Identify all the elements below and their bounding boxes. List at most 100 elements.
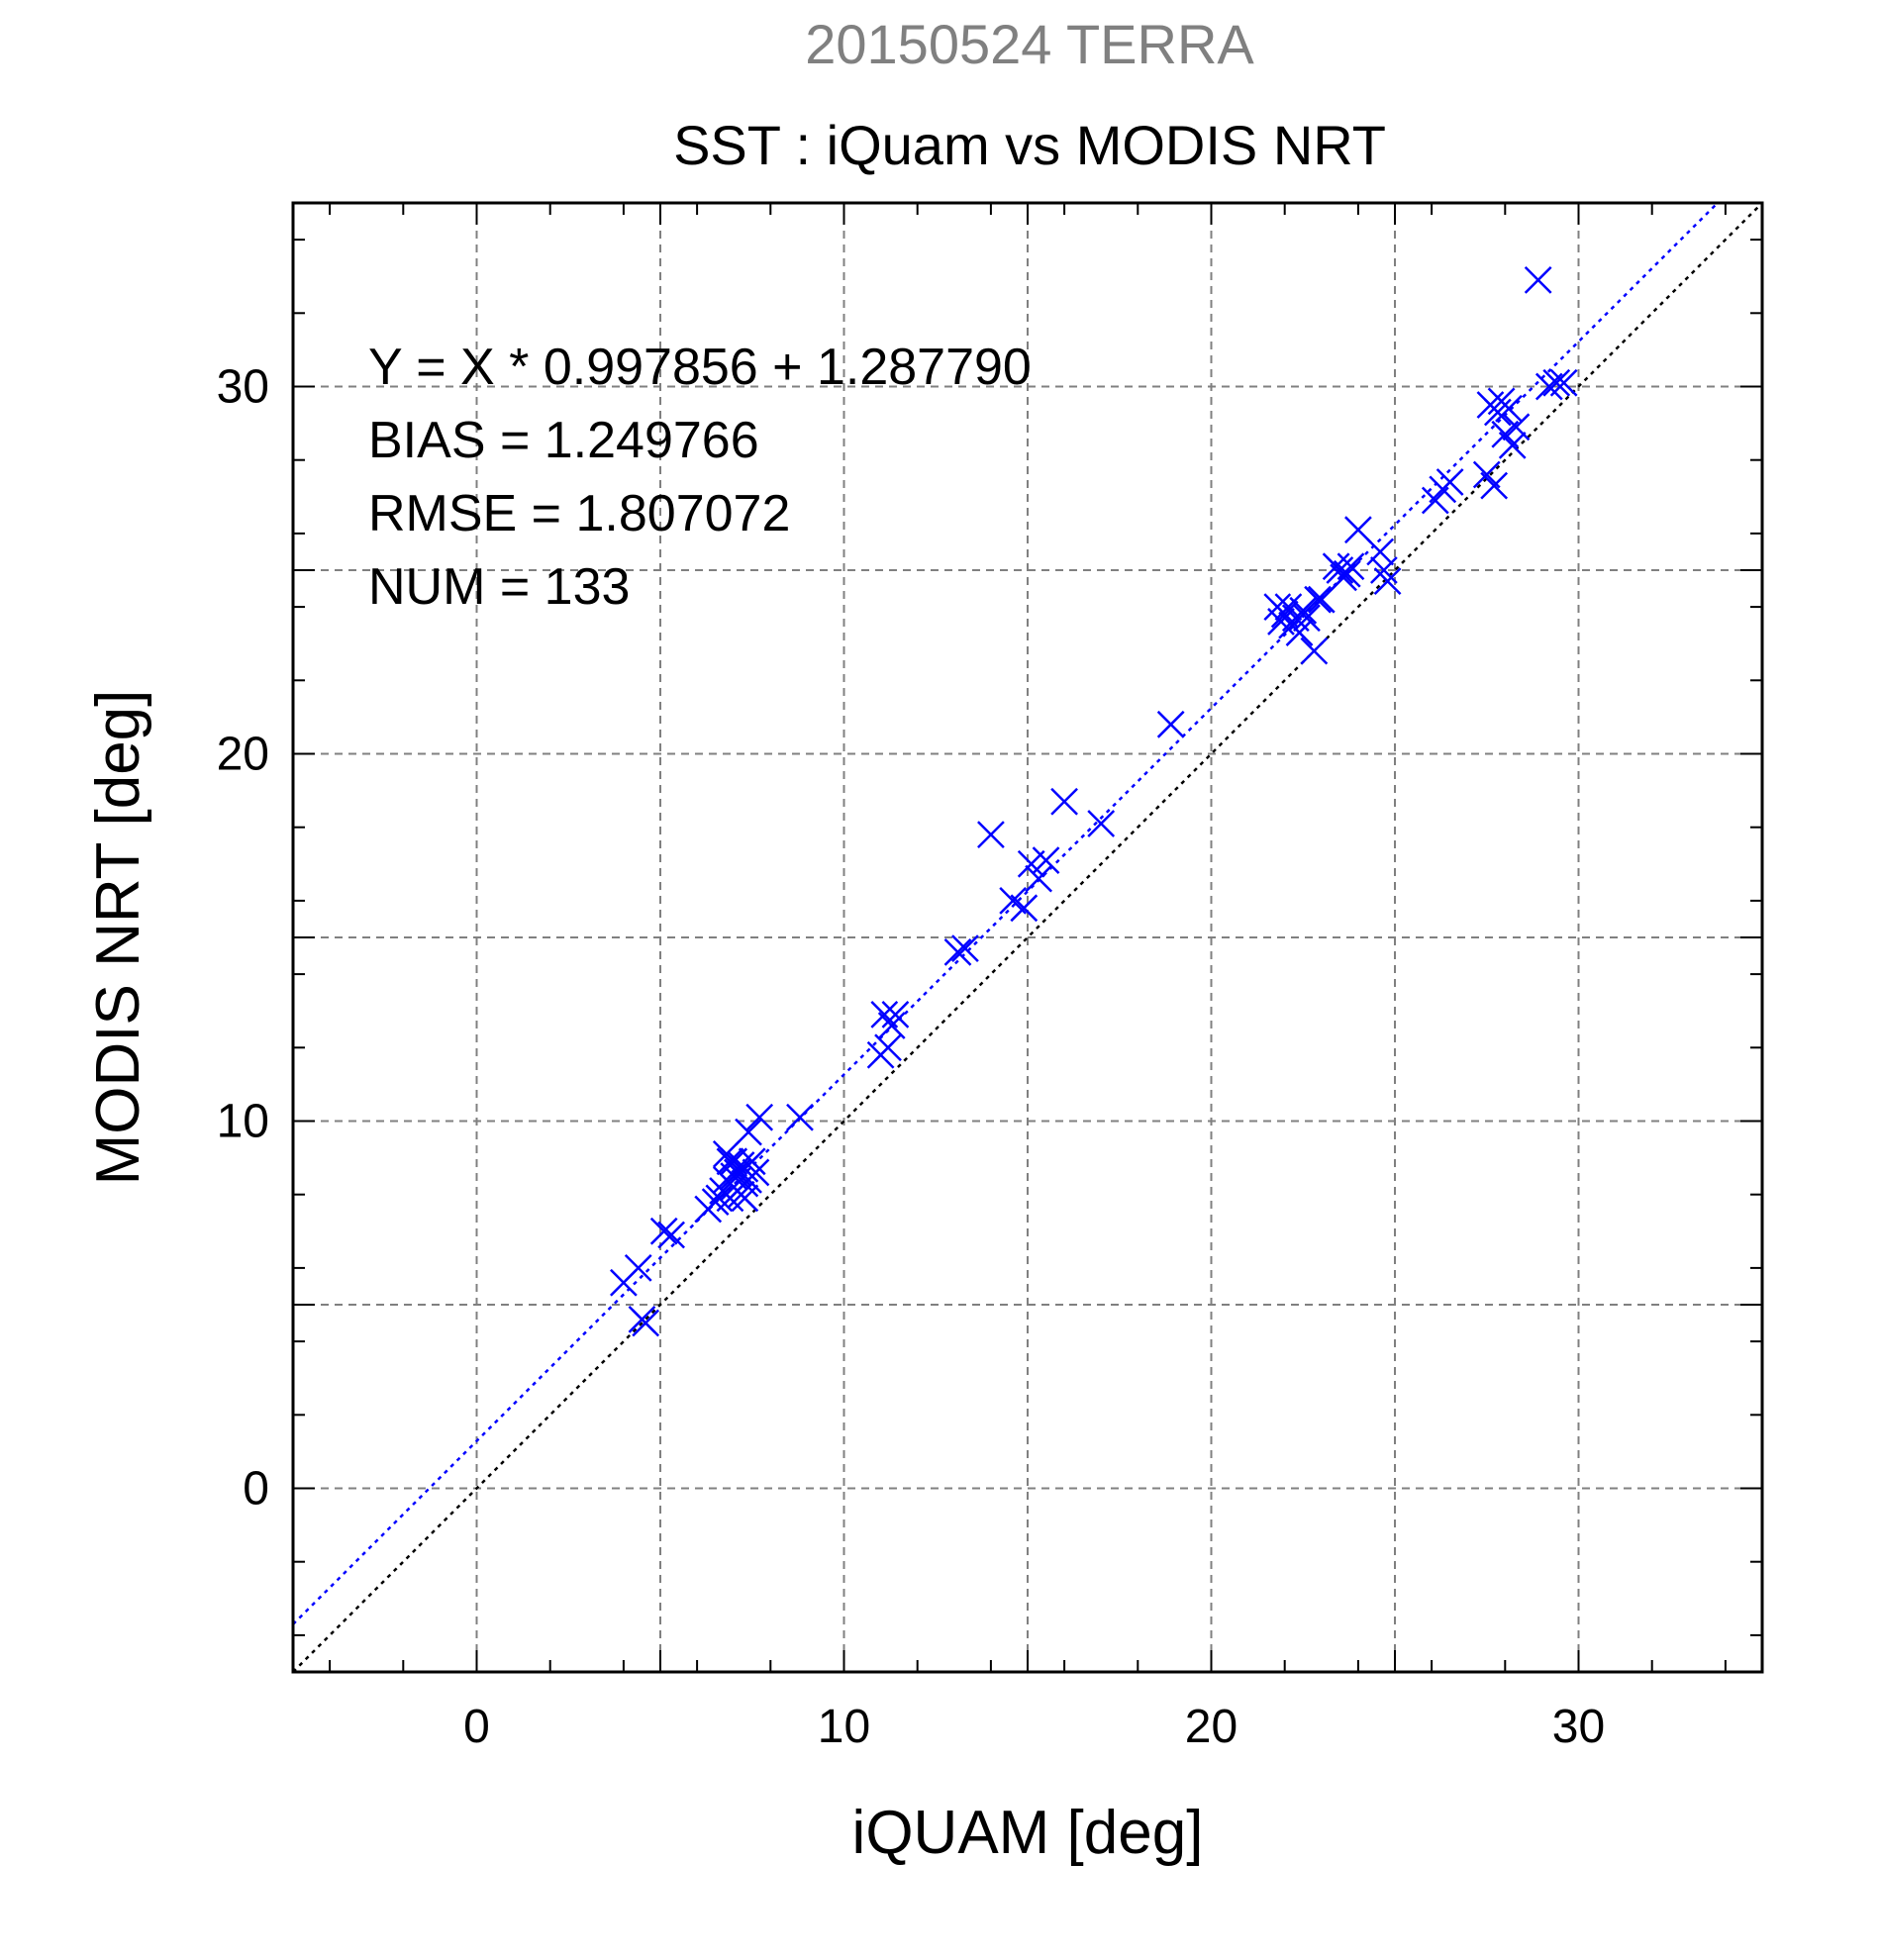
data-point (1498, 431, 1527, 459)
data-point (742, 1158, 770, 1187)
data-point-stroke (1472, 460, 1501, 489)
data-point (1542, 368, 1571, 397)
data-point (1373, 567, 1402, 596)
bias-value: BIAS = 1.249766 (368, 412, 759, 469)
data-point-stroke (1436, 468, 1464, 496)
data-point (738, 1147, 766, 1176)
data-point (1502, 413, 1531, 441)
data-point (951, 934, 979, 963)
data-point (1307, 585, 1336, 614)
data-point-stroke (1032, 846, 1060, 874)
x-tick-label: 10 (818, 1701, 870, 1753)
y-axis-label: MODIS NRT [deg] (84, 690, 152, 1186)
data-point (1480, 471, 1509, 500)
data-point-stroke (1326, 556, 1354, 584)
y-tick-label: 20 (217, 729, 269, 781)
x-tick-label: 30 (1552, 1701, 1605, 1753)
data-point-stroke (1025, 864, 1053, 893)
data-point (1156, 710, 1185, 738)
data-point-stroke (874, 1033, 902, 1062)
data-point-stroke (731, 1184, 759, 1213)
data-point-stroke (1524, 266, 1552, 294)
data-point-stroke (1050, 787, 1078, 816)
data-point (1293, 604, 1321, 633)
data-point-stroke (1274, 593, 1303, 621)
chart-title: 20150524 TERRA (805, 13, 1254, 75)
data-point (1549, 368, 1578, 397)
data-point-stroke (951, 934, 979, 963)
data-point (1344, 516, 1372, 544)
data-point (1483, 398, 1512, 427)
chart-subtitle: SST : iQuam vs MODIS NRT (673, 114, 1386, 176)
data-point (1524, 266, 1552, 294)
x-axis-label: iQUAM [deg] (852, 1799, 1204, 1867)
x-tick-label: 20 (1185, 1701, 1238, 1753)
data-point-stroke (742, 1158, 770, 1187)
data-point-stroke (1333, 559, 1361, 588)
data-points (610, 266, 1578, 1337)
rmse-value: RMSE = 1.807072 (368, 485, 790, 542)
data-point (1326, 556, 1354, 584)
data-point (1289, 596, 1318, 625)
data-point-stroke (1300, 637, 1329, 665)
plot-frame (291, 201, 1764, 1674)
data-point-stroke (977, 821, 1005, 849)
y-tick-label: 0 (243, 1463, 269, 1516)
data-point-stroke (1495, 394, 1523, 423)
data-point (1032, 846, 1060, 874)
regression-line (292, 202, 1719, 1625)
data-point (1495, 394, 1523, 423)
y-tick-label: 10 (217, 1096, 269, 1148)
data-point (881, 1001, 910, 1029)
data-point (1436, 468, 1464, 496)
data-point-stroke (1480, 471, 1509, 500)
data-point-stroke (738, 1147, 766, 1176)
data-point-stroke (1549, 368, 1578, 397)
data-point (735, 1118, 762, 1146)
data-point (649, 1217, 678, 1245)
data-point-stroke (1369, 556, 1398, 584)
data-point-stroke (1483, 398, 1512, 427)
data-point-stroke (1498, 431, 1527, 459)
data-point-stroke (1502, 413, 1531, 441)
data-point (943, 937, 972, 966)
data-point (1304, 585, 1332, 614)
data-point (632, 1309, 660, 1337)
data-point-stroke (943, 937, 972, 966)
x-tick-label: 0 (463, 1701, 490, 1753)
data-point-stroke (1344, 516, 1372, 544)
data-point (877, 1012, 906, 1039)
data-point (977, 821, 1005, 849)
data-point-stroke (1366, 538, 1395, 566)
data-point-stroke (632, 1309, 660, 1337)
data-point-stroke (1010, 894, 1039, 923)
data-point (731, 1184, 759, 1213)
stats-annotation: Y = X * 0.997856 + 1.287790 BIAS = 1.249… (368, 339, 1032, 616)
data-point-stroke (870, 1001, 899, 1029)
data-point (1010, 894, 1039, 923)
y-tick-label: 30 (217, 361, 269, 414)
data-point-stroke (877, 1012, 906, 1039)
data-point-stroke (745, 1103, 774, 1131)
data-point-stroke (1289, 596, 1318, 625)
data-point-stroke (786, 1103, 814, 1131)
data-point-stroke (1285, 619, 1314, 646)
data-point-stroke (735, 1118, 762, 1146)
data-point (745, 1103, 774, 1131)
grid (293, 203, 1762, 1672)
data-point-stroke (1336, 552, 1365, 581)
data-point (786, 1103, 814, 1131)
data-point-stroke (1304, 585, 1332, 614)
data-point-stroke (649, 1217, 678, 1245)
data-point (1369, 556, 1398, 584)
data-point (1025, 864, 1053, 893)
data-point (1333, 559, 1361, 588)
data-point-stroke (1087, 810, 1116, 837)
data-point-stroke (1373, 567, 1402, 596)
data-point (657, 1221, 686, 1249)
data-point (1366, 538, 1395, 566)
regression-equation: Y = X * 0.997856 + 1.287790 (368, 339, 1032, 396)
tick-labels: 0 10 20 30 0 10 20 30 (217, 361, 1606, 1754)
